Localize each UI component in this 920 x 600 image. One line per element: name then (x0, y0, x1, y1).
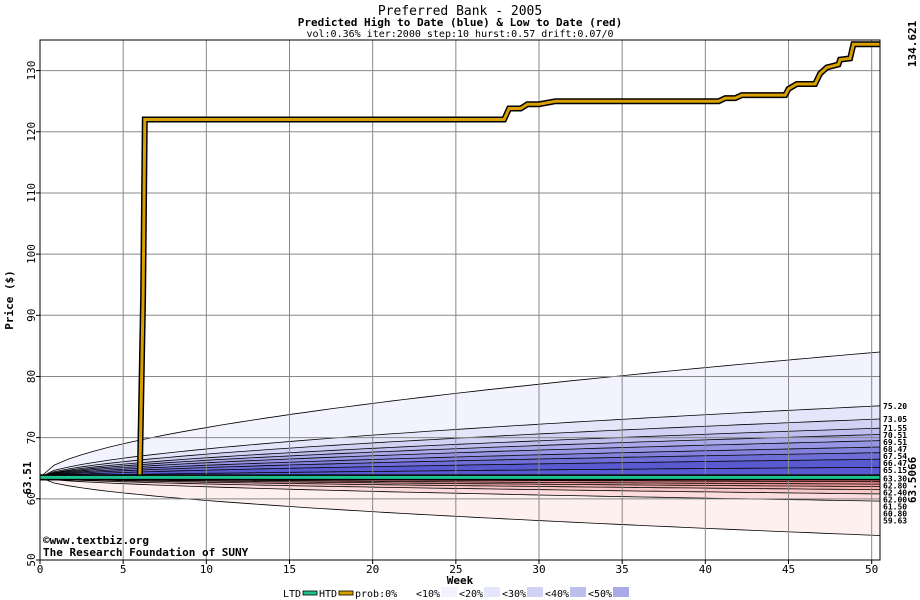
high-band-0 (40, 352, 880, 478)
x-tick-label-10: 10 (200, 563, 213, 576)
high-band-edge-60 (39, 446, 881, 478)
high-band-edge-0 (39, 351, 881, 478)
chart-subtitle: Predicted High to Date (blue) & Low to D… (298, 16, 623, 29)
legend-prob-label-4: <40% (545, 589, 569, 600)
legend-ltd-swatch (302, 590, 318, 596)
legend-htd-label: HTD (319, 589, 337, 600)
high-band-40 (40, 434, 880, 478)
high-band-50 (40, 440, 880, 478)
end-label-73.05: 73.05 (883, 415, 907, 424)
x-tick-label-15: 15 (283, 563, 296, 576)
low-band-edge-40 (39, 477, 881, 487)
x-tick-label-35: 35 (616, 563, 629, 576)
legend-htd-swatch (338, 590, 354, 596)
low-band-edge-30 (39, 477, 881, 490)
legend-prob-label-5: <50% (588, 589, 612, 600)
x-tick-label-0: 0 (37, 563, 44, 576)
end-label-62.40: 62.40 (883, 489, 907, 498)
x-axis-label: Week (447, 574, 474, 587)
end-label-70.51: 70.51 (883, 431, 907, 440)
high-band-30 (40, 428, 880, 478)
high-band-10 (40, 405, 880, 478)
legend-prob-label-0: prob:0% (355, 589, 397, 600)
end-label-62.80: 62.80 (883, 482, 907, 491)
high-band-edge-90 (39, 466, 881, 478)
high-band-edge-70 (39, 452, 881, 478)
legend-prob-swatch-2 (484, 587, 500, 597)
low-band-10 (40, 477, 880, 502)
plot-frame (39, 39, 881, 561)
high-band-edge-50 (39, 440, 881, 478)
y-tick-label-80: 80 (25, 370, 38, 383)
end-label-60.80: 60.80 (883, 510, 907, 519)
legend-prob-swatch-4 (570, 587, 586, 597)
legend-prob-label-3: <30% (502, 589, 526, 600)
end-label-62.00: 62.00 (883, 496, 907, 505)
legend-ltd-label: LTD (283, 589, 301, 600)
x-tick-label-40: 40 (699, 563, 712, 576)
high-band-edge-30 (39, 427, 881, 478)
legend-prob-swatch-0 (398, 587, 414, 597)
watermark-url: ©www.textbiz.org (43, 534, 149, 547)
high-band-edge-40 (39, 434, 881, 478)
x-tick-label-25: 25 (449, 563, 462, 576)
legend-prob-swatch-1 (441, 587, 457, 597)
end-label-66.47: 66.47 (883, 459, 907, 468)
end-label-68.47: 68.47 (883, 445, 907, 454)
htd-max-label: 134.621 (906, 20, 919, 67)
legend-prob-label-1: <10% (416, 589, 440, 600)
low-band-50 (40, 477, 880, 485)
legend-prob-swatch-3 (527, 587, 543, 597)
high-band-60 (40, 447, 880, 478)
probability-bands (39, 351, 881, 536)
series-lines (40, 41, 880, 481)
end-label-65.15: 65.15 (883, 466, 907, 475)
y-tick-label-60: 60 (25, 492, 38, 505)
end-label-75.20: 75.20 (883, 402, 907, 411)
y-tick-label-110: 110 (25, 183, 38, 203)
high-band-80 (40, 459, 880, 478)
legend-prob-swatch-5 (613, 587, 629, 597)
low-band-edge-20 (39, 477, 881, 495)
end-label-61.50: 61.50 (883, 503, 907, 512)
band-end-labels: 75.20 73.0571.5570.5169.5168.4767.5466.47… (883, 402, 907, 526)
x-tick-label-20: 20 (366, 563, 379, 576)
start-price-label: 63.51 (21, 461, 34, 494)
high-band-edge-10 (39, 405, 881, 478)
x-tick-label-30: 30 (532, 563, 545, 576)
ltd-last-label: 63.5066 (906, 456, 919, 503)
chart-params: vol:0.36% iter:2000 step:10 hurst:0.57 d… (306, 29, 613, 40)
htd-line (40, 42, 880, 479)
y-tick-label-130: 130 (25, 61, 38, 81)
low-band-30 (40, 477, 880, 490)
high-band-edge-80 (39, 458, 881, 478)
end-label-59.63: 59.63 (883, 517, 907, 526)
y-axis-label: Price ($) (3, 270, 16, 330)
x-tick-label-5: 5 (120, 563, 127, 576)
y-tick-label-100: 100 (25, 244, 38, 264)
end-label-69.51: 69.51 (883, 438, 907, 447)
y-tick-label-90: 90 (25, 309, 38, 322)
end-label-67.54: 67.54 (883, 452, 907, 461)
y-tick-label-70: 70 (25, 431, 38, 444)
legend: LTD HTD prob:0% <10% <20% <30% <40% <50% (283, 587, 629, 600)
end-label-71.55: 71.55 (883, 424, 907, 433)
legend-prob-label-2: <20% (459, 589, 483, 600)
end-label-63.30: 63.30 (883, 475, 907, 484)
axes: 0 5 10 15 20 25 30 35 40 45 50 50 60 70 80 90 100 110 120 1… (25, 39, 881, 576)
x-tick-label-45: 45 (782, 563, 795, 576)
y-tick-label-120: 120 (25, 122, 38, 142)
chart-title: Preferred Bank - 2005 (378, 4, 542, 19)
low-band-edge-0 (39, 477, 881, 536)
y-tick-label-50: 50 (25, 553, 38, 566)
low-band-0 (40, 477, 880, 536)
grid (39, 40, 880, 561)
high-band-20 (40, 419, 880, 478)
watermark-org: The Research Foundation of SUNY (43, 546, 249, 559)
x-tick-label-50: 50 (865, 563, 878, 576)
